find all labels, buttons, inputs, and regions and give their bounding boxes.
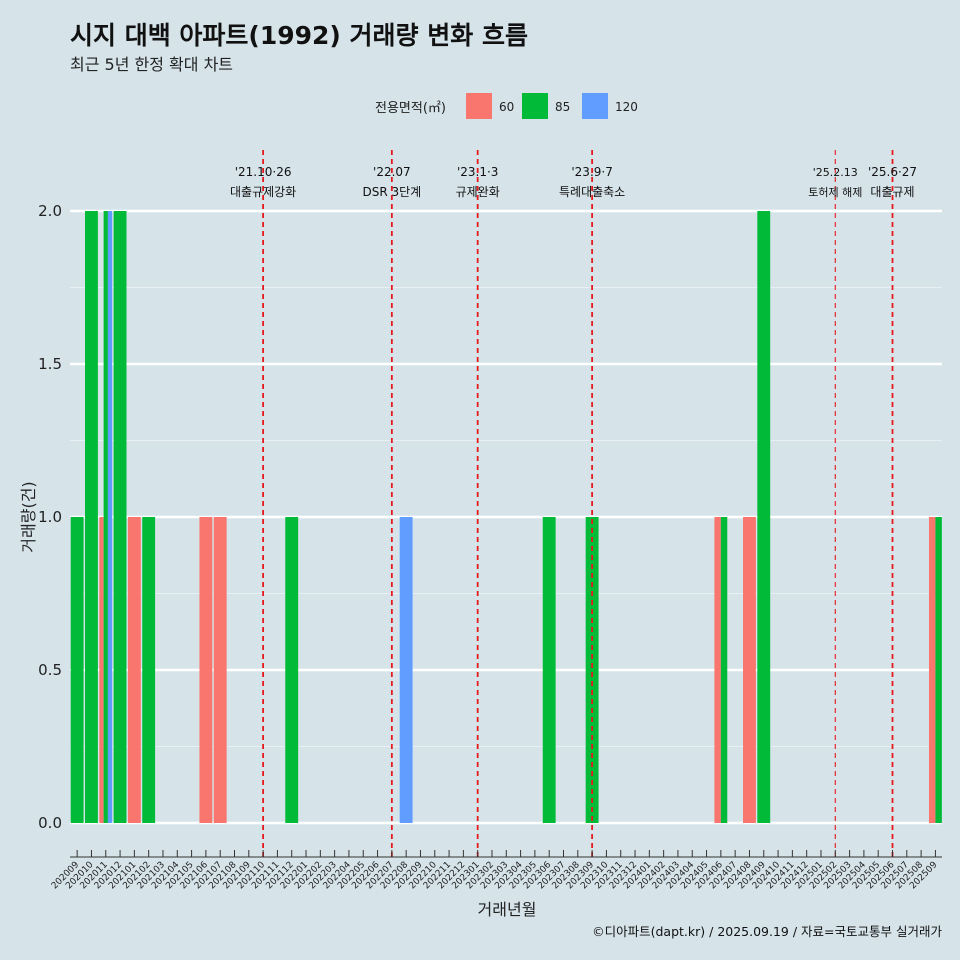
- bars: [70, 211, 942, 823]
- bar-202012-85: [113, 211, 127, 823]
- bar-202102-85: [142, 517, 156, 823]
- bar-202406-85: [720, 517, 728, 823]
- bar-202406-60: [714, 517, 721, 823]
- y-tick-label: 1.0: [38, 508, 62, 526]
- event-text-202502: 토허제 해제: [808, 185, 862, 199]
- event-date-202502: '25.2.13: [813, 166, 858, 179]
- bar-202009-85: [70, 517, 84, 823]
- legend-swatch-60: [466, 93, 492, 119]
- bar-202509-60: [928, 517, 936, 823]
- event-date-202110: '21.10·26: [235, 165, 292, 179]
- event-date-202309: '23.9·7: [571, 165, 612, 179]
- bar-202509-85: [935, 517, 942, 823]
- chart-subtitle: 최근 5년 한정 확대 차트: [70, 55, 233, 74]
- bar-202101-60: [127, 517, 141, 823]
- y-tick-label: 0.5: [38, 661, 62, 679]
- legend-label-120: 120: [615, 100, 638, 114]
- bar-202408-60: [743, 517, 756, 823]
- legend-title: 전용면적(㎡): [375, 101, 446, 116]
- event-markers: '21.10·26 대출규제강화 '22.07 DSR 3단계 '23.1·3 규제완화 '…: [230, 150, 917, 857]
- event-date-202207: '22.07: [373, 165, 411, 179]
- bar-202106-60: [199, 517, 213, 823]
- bar-202011-85: [103, 211, 108, 823]
- legend-label-85: 85: [555, 100, 570, 114]
- caption: ©디아파트(dapt.kr) / 2025.09.19 / 자료=국토교통부 실…: [592, 924, 942, 939]
- x-axis-label: 거래년월: [478, 900, 537, 919]
- legend-swatch-85: [522, 93, 548, 119]
- bar-202208-120: [399, 517, 413, 823]
- bar-202112-85: [285, 517, 299, 823]
- chart-title: 시지 대백 아파트(1992) 거래량 변화 흐름: [70, 21, 528, 50]
- bar-202306-85: [542, 517, 556, 823]
- bar-202011-120: [107, 211, 113, 823]
- bar-202010-85: [85, 211, 98, 823]
- event-text-202301: 규제완화: [456, 185, 500, 199]
- legend-swatch-120: [582, 93, 608, 119]
- legend: 전용면적(㎡) 60 85 120: [375, 93, 638, 119]
- event-date-202301: '23.1·3: [457, 165, 498, 179]
- legend-label-60: 60: [499, 100, 514, 114]
- event-text-202506: 대출규제: [870, 185, 914, 199]
- bar-202107-60: [213, 517, 227, 823]
- bar-202409-85: [757, 211, 771, 823]
- x-axis: 2020092020102020112020122021012021022021…: [50, 850, 942, 891]
- y-tick-label: 0.0: [38, 814, 62, 832]
- y-axis-label: 거래량(건): [19, 481, 38, 552]
- bar-202309-85: [585, 517, 599, 823]
- event-text-202207: DSR 3단계: [362, 185, 421, 199]
- y-tick-label: 2.0: [38, 202, 62, 220]
- event-text-202110: 대출규제강화: [230, 185, 296, 199]
- y-axis: 0.0 0.5 1.0 1.5 2.0: [38, 202, 62, 832]
- event-text-202309: 특례대출축소: [559, 185, 625, 199]
- event-date-202506: '25.6·27: [868, 165, 917, 179]
- y-tick-label: 1.5: [38, 355, 62, 373]
- bar-202011-60: [99, 517, 104, 823]
